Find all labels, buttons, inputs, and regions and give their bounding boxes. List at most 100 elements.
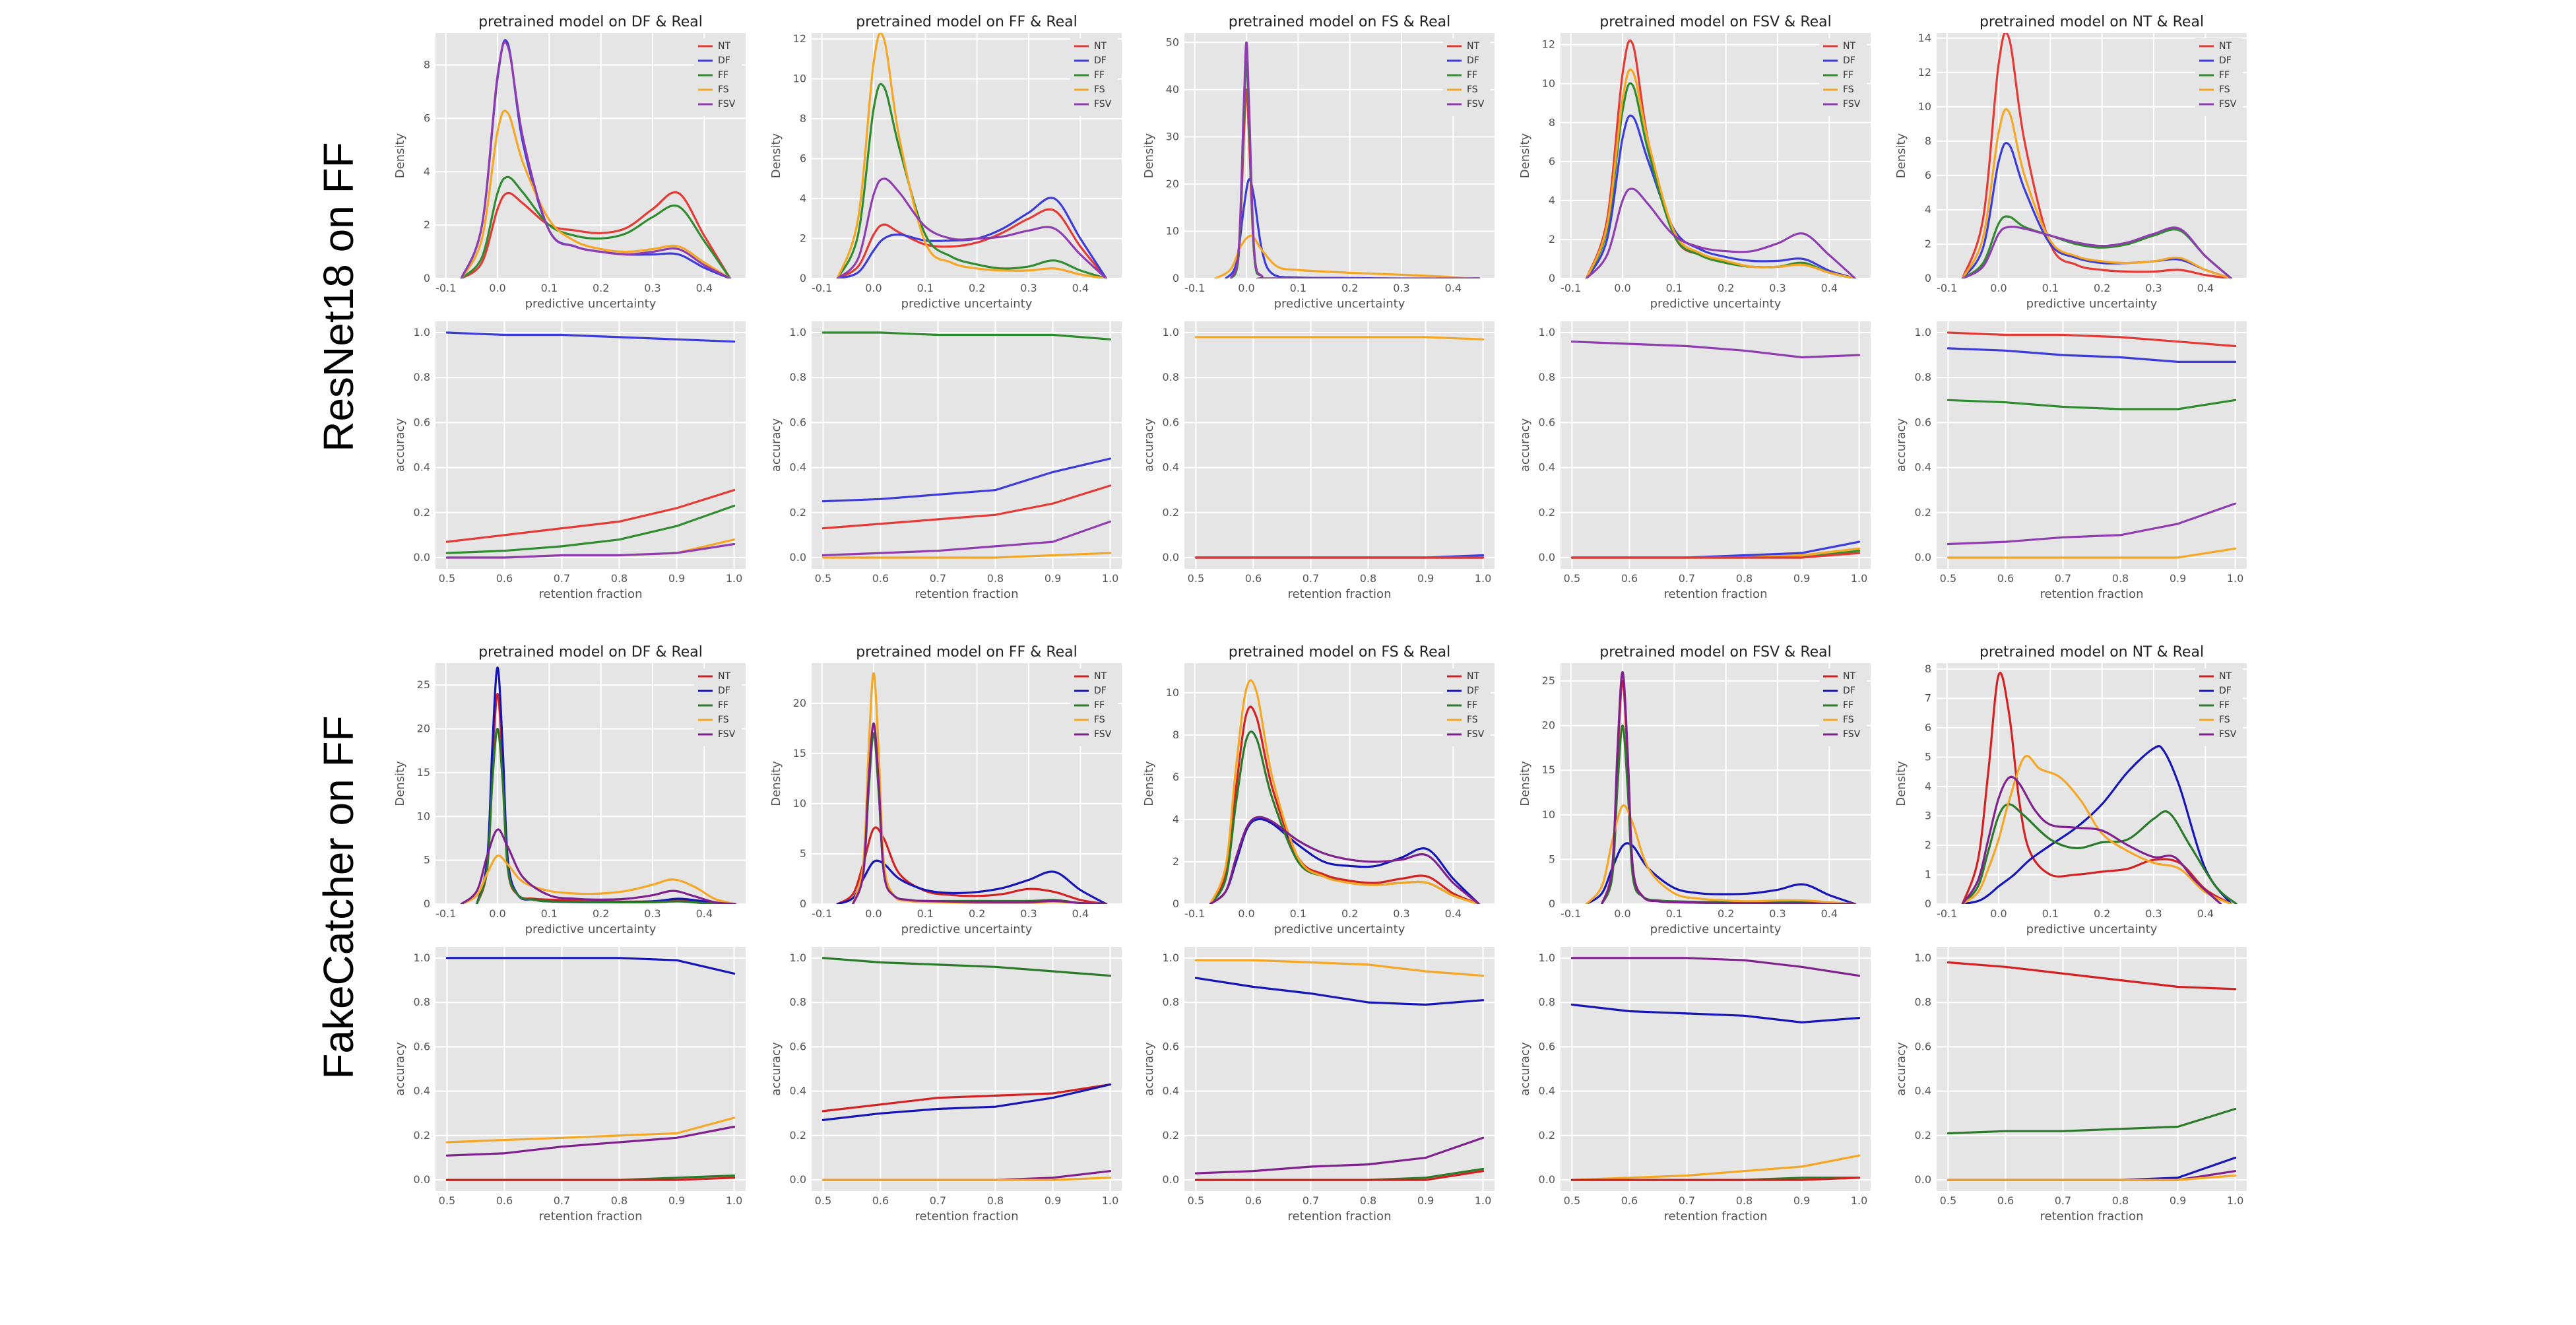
legend: NT DF FF FS FSV (694, 668, 742, 746)
y-tick-label: 0.4 (1539, 461, 1555, 474)
y-tick-label: 8 (1173, 728, 1179, 741)
series-line-fsv (1194, 1136, 1485, 1175)
y-tick-label: 0.4 (790, 461, 806, 474)
legend-entry-fsv: FSV (2219, 99, 2237, 110)
x-tick-label: 0.1 (1666, 282, 1683, 294)
legend-box (1070, 668, 1118, 746)
panel-title: pretrained model on FS & Real (1229, 644, 1450, 661)
legend-entry-nt: NT (1094, 41, 1107, 51)
y-tick-label: 6 (424, 112, 430, 124)
y-tick-label: 0.8 (1539, 996, 1555, 1008)
plot-area (1184, 947, 1495, 1191)
y-tick-label: 0.6 (1163, 1040, 1179, 1052)
panel-r1-c1: 0.5 0.6 0.7 0.8 0.9 1.0 0.0 0.2 0.4 0.6 0.8 1.0 rete… (769, 321, 1122, 601)
x-tick-label: 0.4 (1821, 282, 1838, 294)
x-tick-label: 0.1 (917, 907, 934, 920)
x-tick-label: -0.1 (1184, 907, 1205, 920)
y-tick-label: 0.4 (1163, 461, 1179, 474)
y-tick-label: 0.2 (1915, 506, 1931, 519)
x-tick-label: 0.1 (2042, 282, 2059, 294)
panel-r3-c2: 0.5 0.6 0.7 0.8 0.9 1.0 0.0 0.2 0.4 0.6 0.8 1.0 rete… (1142, 947, 1495, 1223)
y-tick-label: 0.2 (414, 1129, 430, 1142)
y-tick-label: 10 (1918, 100, 1931, 113)
series-line-nt (836, 208, 1108, 278)
y-tick-label: 20 (417, 723, 430, 735)
x-tick-label: 0.0 (1238, 907, 1254, 920)
x-tick-label: 0.4 (1445, 282, 1462, 294)
y-axis-label: Density (1894, 761, 1908, 806)
legend-entry-fs: FS (718, 715, 729, 725)
x-tick-label: 0.9 (2170, 1194, 2186, 1207)
legend-box (1070, 38, 1118, 116)
x-axis-label: predictive uncertainty (1650, 922, 1782, 936)
y-tick-label: 50 (1166, 36, 1179, 48)
x-tick-label: 0.8 (987, 1194, 1004, 1207)
x-tick-label: 0.5 (815, 1194, 831, 1207)
y-axis-label: Density (769, 761, 783, 806)
y-tick-label: 0.6 (790, 1040, 806, 1052)
series-line-df (445, 957, 736, 975)
plot-area (1937, 33, 2247, 278)
x-axis-label: retention fraction (1288, 587, 1392, 601)
panel-title: pretrained model on FS & Real (1229, 14, 1450, 30)
panel-r3-c0: 0.5 0.6 0.7 0.8 0.9 1.0 0.0 0.2 0.4 0.6 0.8 1.0 rete… (393, 947, 746, 1223)
y-tick-label: 8 (800, 112, 806, 125)
x-tick-label: 0.4 (2197, 282, 2214, 294)
series-line-nt (1570, 1177, 1861, 1181)
legend: NT DF FF FS FSV (694, 38, 742, 116)
legend-box (2195, 38, 2243, 116)
legend-entry-df: DF (718, 686, 730, 696)
legend-entry-df: DF (2219, 55, 2232, 66)
x-tick-label: 0.0 (1614, 282, 1630, 294)
x-tick-label: 0.3 (1393, 282, 1409, 294)
x-axis-label: retention fraction (2040, 1210, 2144, 1223)
x-tick-label: 0.2 (1341, 907, 1358, 920)
x-tick-label: 0.7 (2055, 1194, 2071, 1207)
x-tick-label: 0.5 (439, 1194, 455, 1207)
series-group (1570, 957, 1861, 1181)
y-tick-label: 2 (1925, 238, 1931, 250)
legend: NT DF FF FS FSV (2195, 668, 2243, 746)
x-tick-label: 0.9 (1045, 1194, 1061, 1207)
panel-r0-c1: -0.1 0.0 0.1 0.2 0.3 0.4 0 2 4 6 8 10 12 pretrained m… (769, 14, 1122, 311)
y-tick-label: 0.0 (1539, 1173, 1555, 1186)
legend-entry-ff: FF (718, 700, 728, 711)
legend-entry-fsv: FSV (1094, 729, 1112, 740)
x-tick-label: 0.6 (496, 572, 513, 585)
legend-entry-fsv: FSV (1467, 99, 1485, 110)
y-tick-label: 0.2 (414, 506, 430, 519)
y-tick-label: 0.4 (414, 461, 430, 474)
x-tick-label: 0.7 (1679, 572, 1695, 585)
legend-entry-df: DF (1843, 686, 1855, 696)
x-tick-label: 0.8 (2112, 572, 2129, 585)
x-tick-label: 0.2 (1718, 282, 1734, 294)
y-tick-label: 0.8 (1915, 996, 1931, 1008)
x-tick-label: 0.5 (1188, 1194, 1204, 1207)
panel-r1-c4: 0.5 0.6 0.7 0.8 0.9 1.0 0.0 0.2 0.4 0.6 0.8 1.0 rete… (1894, 321, 2247, 601)
x-tick-label: 0.9 (1417, 572, 1434, 585)
y-tick-label: 0.0 (414, 551, 430, 564)
panel-r2-c3: -0.1 0.0 0.1 0.2 0.3 0.4 0 5 10 15 20 25 pretrained … (1518, 644, 1871, 936)
series-line-df (445, 331, 736, 343)
plot-area (435, 947, 746, 1191)
series-group (1961, 33, 2233, 278)
x-tick-label: 1.0 (1851, 1194, 1867, 1207)
y-tick-label: 0 (424, 897, 430, 910)
series-line-fs (460, 855, 736, 904)
x-tick-label: 0.7 (1679, 1194, 1695, 1207)
series-line-fsv (1961, 775, 2222, 904)
y-tick-label: 0.4 (790, 1085, 806, 1097)
plot-area (435, 321, 746, 569)
series-line-df (1209, 818, 1481, 904)
y-tick-label: 10 (793, 797, 806, 810)
plot-area (1184, 33, 1495, 278)
x-tick-label: 0.7 (1303, 1194, 1319, 1207)
x-tick-label: 0.4 (1072, 907, 1089, 920)
y-tick-label: 0.6 (1915, 416, 1931, 428)
y-tick-label: 1.0 (1539, 326, 1555, 339)
y-axis-label: Density (1142, 133, 1156, 178)
y-tick-label: 4 (1925, 203, 1931, 216)
x-tick-label: 0.2 (969, 907, 985, 920)
panel-r2-c2: -0.1 0.0 0.1 0.2 0.3 0.4 0 2 4 6 8 10 pretrained mod… (1142, 644, 1495, 936)
y-tick-label: 0.0 (1539, 551, 1555, 564)
